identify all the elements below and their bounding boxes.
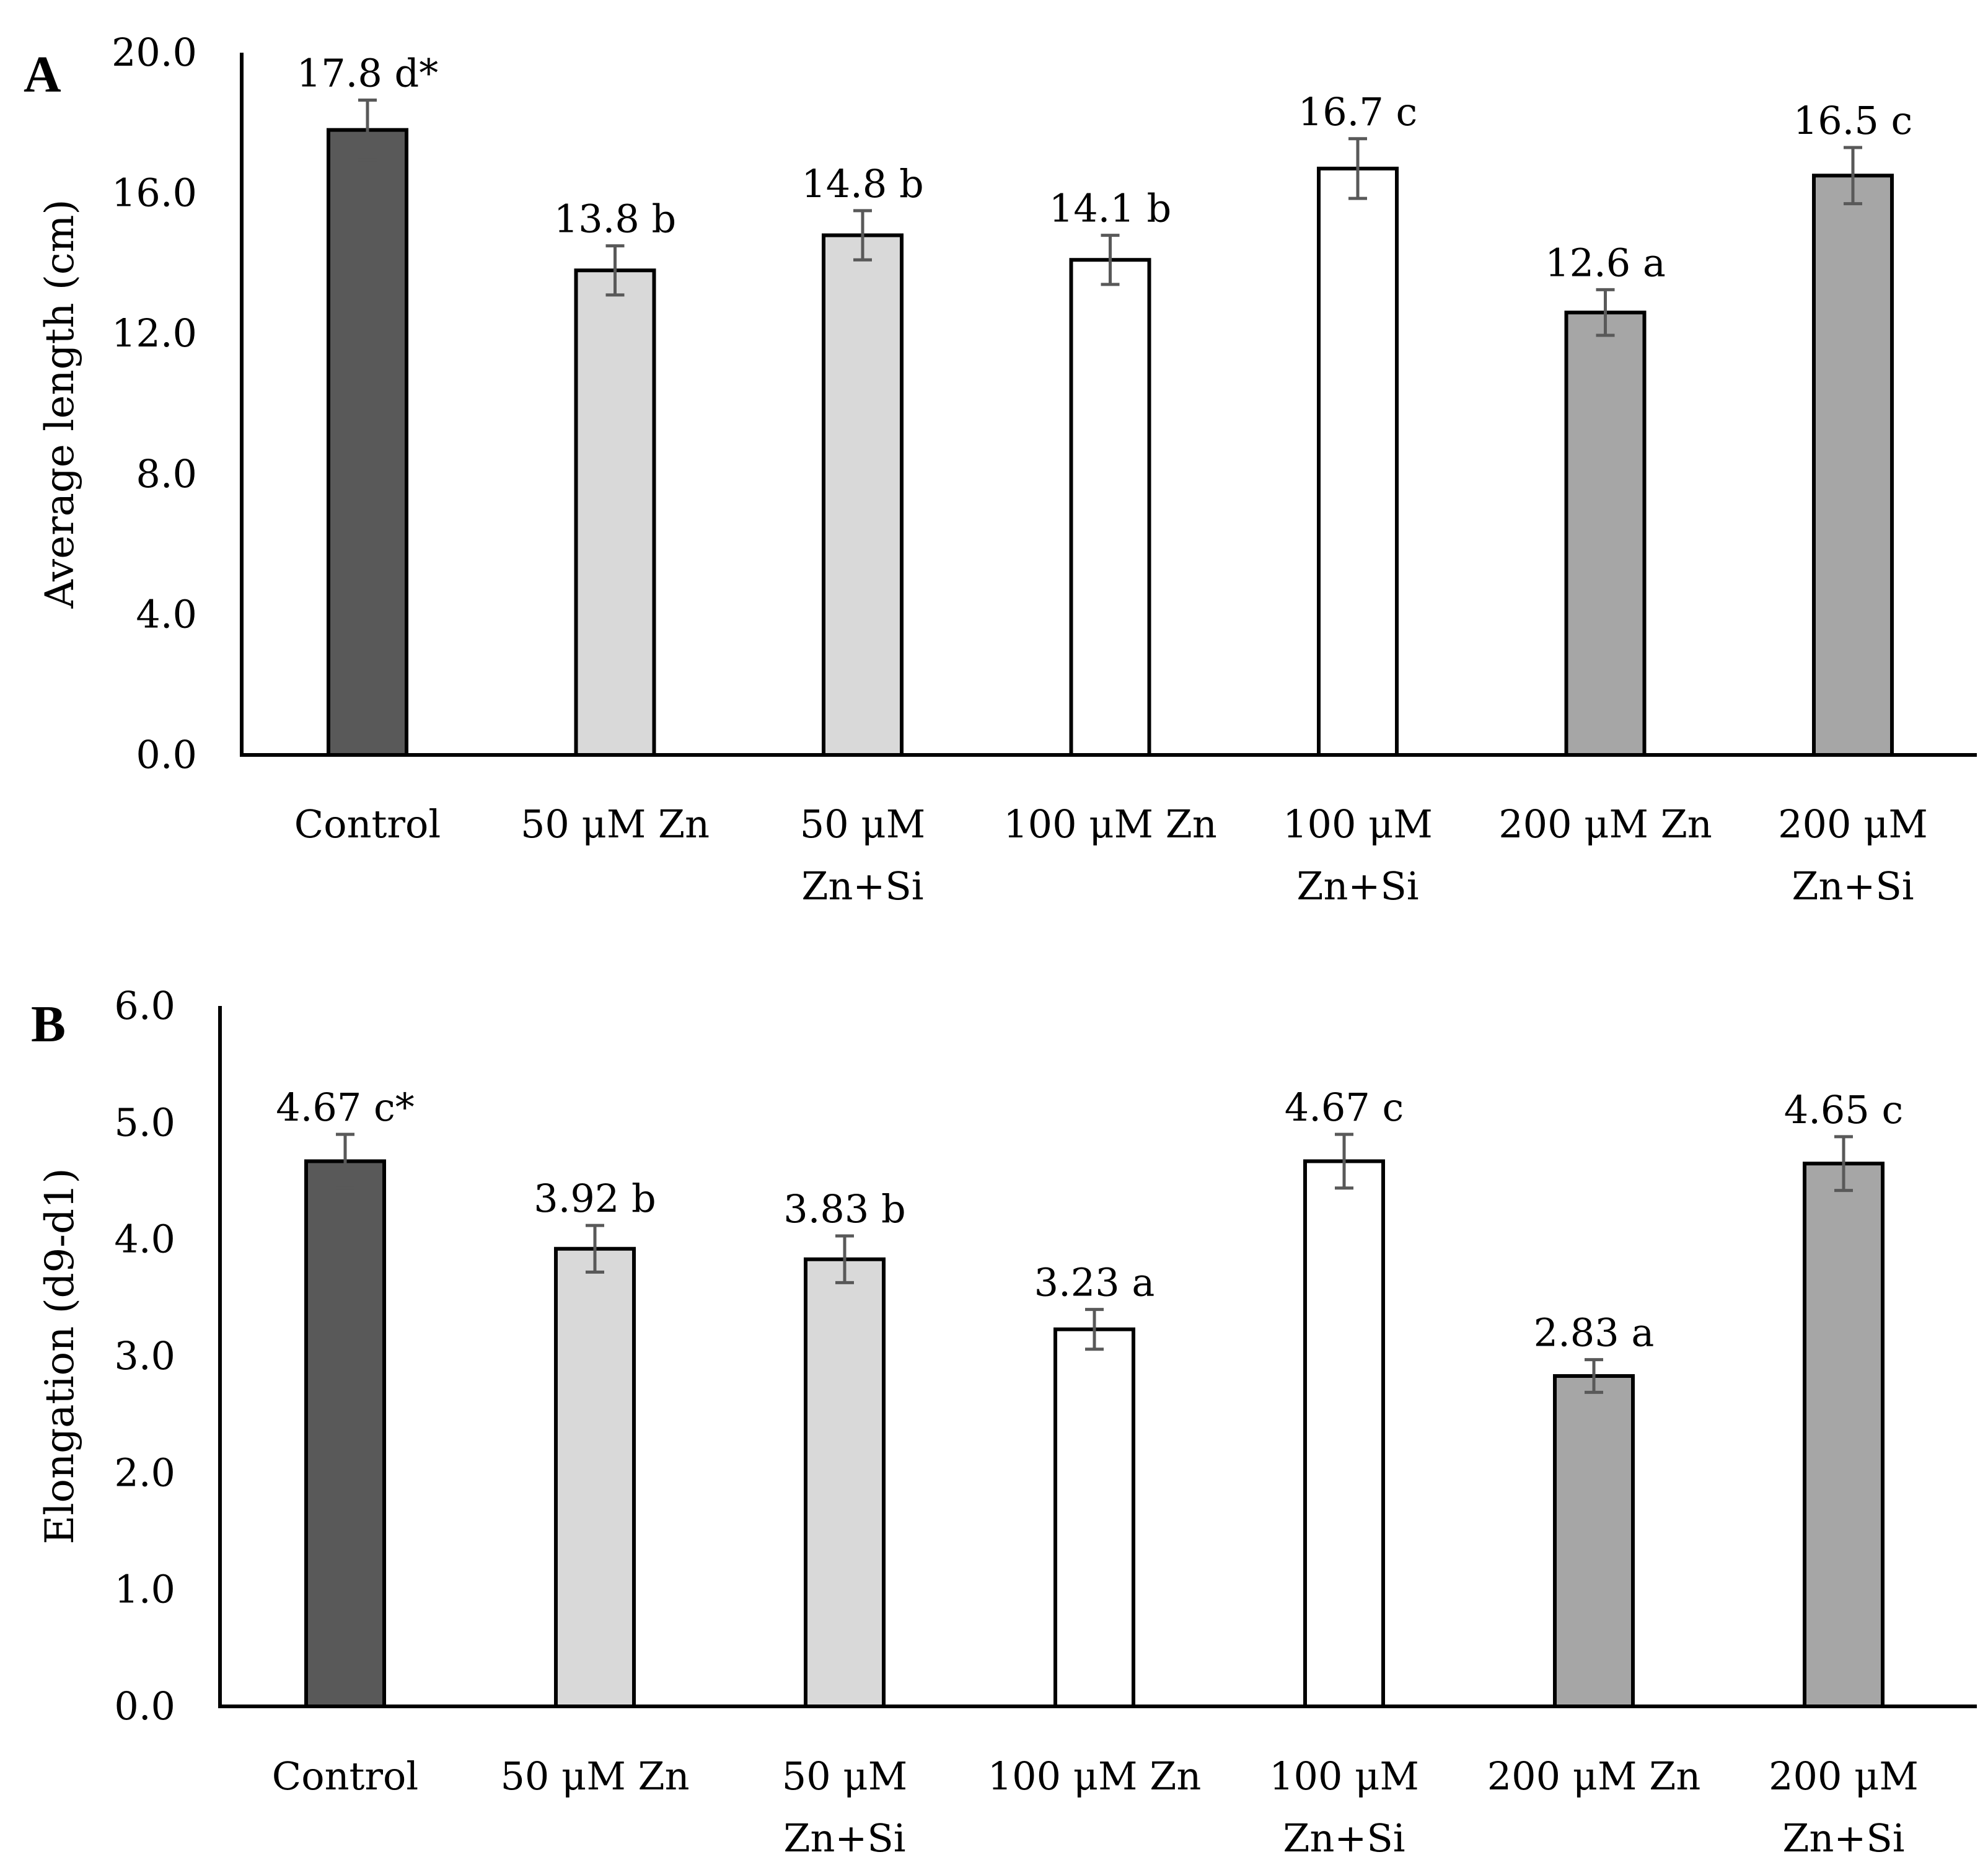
x-category-label: Control (272, 1753, 418, 1799)
data-label: 14.1 b (1049, 186, 1171, 231)
data-label: 16.5 c (1793, 98, 1912, 143)
panel-letter: A (24, 46, 61, 104)
bar (1553, 1374, 1635, 1708)
x-category-label: Zn+Si (1283, 1815, 1405, 1861)
x-category-label: Zn+Si (1792, 863, 1914, 909)
x-category-label: Zn+Si (1296, 863, 1418, 909)
data-label: 17.8 d* (297, 50, 438, 95)
x-category-label: 50 μM Zn (521, 801, 710, 847)
data-label: 3.92 b (534, 1176, 656, 1221)
x-category-label: 100 μM Zn (988, 1753, 1202, 1799)
y-axis-title: Elongation (d9-d1) (37, 1168, 83, 1544)
y-axis-title: Average length (cm) (37, 200, 83, 609)
x-category-label: 100 μM Zn (1003, 801, 1217, 847)
x-category-label: 200 μM (1769, 1753, 1919, 1799)
y-tick-label: 16.0 (112, 170, 197, 216)
panel-letter: B (31, 995, 66, 1053)
x-category-label: 200 μM Zn (1487, 1753, 1701, 1799)
y-tick-label: 2.0 (114, 1450, 175, 1495)
bar (574, 268, 656, 757)
data-label: 12.6 a (1545, 240, 1666, 285)
y-tick-label: 12.0 (112, 311, 197, 356)
x-category-label: 50 μM (800, 801, 925, 847)
x-category-label: 100 μM (1283, 801, 1433, 847)
y-tick-label: 4.0 (114, 1217, 175, 1262)
y-tick-label: 6.0 (114, 983, 175, 1028)
data-label: 4.67 c* (276, 1085, 414, 1130)
bar (1069, 258, 1151, 757)
x-category-label: 50 μM Zn (500, 1753, 689, 1799)
bar (1812, 174, 1894, 757)
bar (1053, 1327, 1135, 1708)
data-label: 3.23 a (1034, 1260, 1155, 1305)
bar (327, 128, 408, 757)
bar (1303, 1159, 1385, 1708)
y-tick-label: 5.0 (114, 1100, 175, 1145)
x-category-label: 200 μM Zn (1498, 801, 1712, 847)
x-category-label: Control (294, 801, 441, 847)
bar (1317, 166, 1399, 757)
x-category-label: 200 μM (1778, 801, 1928, 847)
bar (554, 1246, 636, 1708)
y-tick-label: 4.0 (136, 591, 197, 637)
x-category-label: 50 μM (782, 1753, 907, 1799)
data-label: 2.83 a (1534, 1310, 1655, 1356)
bar (1803, 1162, 1885, 1708)
data-label: 13.8 b (554, 196, 676, 242)
data-label: 16.7 c (1298, 89, 1417, 135)
data-label: 14.8 b (801, 161, 923, 206)
x-category-label: Zn+Si (801, 863, 923, 909)
chart-panel-a: A Average length (cm) 0.0 4.0 8.0 12.0 16.0 20.… (24, 30, 1977, 909)
y-tick-label: 8.0 (136, 451, 197, 496)
bar (822, 233, 904, 757)
x-category-label: Zn+Si (1782, 1815, 1904, 1861)
x-category-label: 100 μM (1269, 1753, 1419, 1799)
bar (1564, 311, 1647, 757)
y-tick-label: 20.0 (112, 30, 197, 75)
data-label: 3.83 b (783, 1186, 905, 1232)
y-tick-label: 0.0 (114, 1683, 175, 1729)
y-tick-label: 0.0 (136, 732, 197, 777)
data-label: 4.65 c (1784, 1087, 1903, 1132)
bar (304, 1159, 386, 1708)
bar (804, 1257, 886, 1708)
x-category-label: Zn+Si (783, 1815, 905, 1861)
chart-panel-b: B Elongation (d9-d1) 0.0 1.0 2.0 3.0 4.0 5.0 6.0… (31, 983, 1977, 1861)
y-tick-label: 1.0 (114, 1567, 175, 1612)
y-tick-label: 3.0 (114, 1333, 175, 1378)
data-label: 4.67 c (1285, 1085, 1404, 1130)
